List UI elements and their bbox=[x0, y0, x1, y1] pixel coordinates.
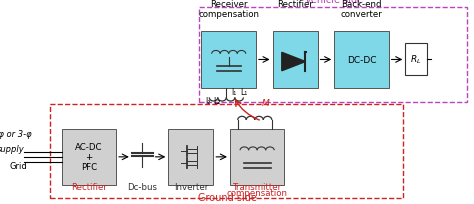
Text: Rectifier: Rectifier bbox=[277, 0, 313, 9]
Text: M: M bbox=[262, 98, 269, 107]
Text: Vehicle side: Vehicle side bbox=[305, 0, 363, 5]
Bar bbox=[50, 104, 403, 198]
Text: supply: supply bbox=[0, 144, 24, 153]
Text: L₁: L₁ bbox=[240, 88, 247, 97]
Text: converter: converter bbox=[340, 10, 383, 19]
Text: L₂: L₂ bbox=[213, 96, 221, 105]
Text: $R_L$: $R_L$ bbox=[410, 53, 422, 66]
Text: PFC: PFC bbox=[81, 163, 97, 172]
Bar bbox=[168, 130, 213, 185]
Bar bbox=[62, 130, 116, 185]
Polygon shape bbox=[282, 53, 305, 71]
Bar bbox=[334, 32, 389, 89]
Text: DC-DC: DC-DC bbox=[346, 56, 376, 65]
Text: 1-φ or 3-φ: 1-φ or 3-φ bbox=[0, 129, 31, 138]
Bar bbox=[405, 44, 427, 75]
Bar bbox=[201, 32, 256, 89]
Text: Receiver: Receiver bbox=[210, 0, 247, 9]
Text: I₂: I₂ bbox=[205, 96, 210, 105]
Bar bbox=[199, 8, 467, 102]
Text: compensation: compensation bbox=[198, 10, 259, 19]
Text: +: + bbox=[85, 153, 92, 162]
Text: Back-end: Back-end bbox=[341, 0, 382, 9]
Bar bbox=[273, 32, 318, 89]
Text: Ground side: Ground side bbox=[198, 192, 257, 202]
Text: Grid: Grid bbox=[9, 161, 27, 170]
Text: Inverter: Inverter bbox=[173, 182, 208, 191]
Text: Dc-bus: Dc-bus bbox=[127, 182, 157, 191]
Text: Rectifier: Rectifier bbox=[71, 182, 107, 191]
Text: AC-DC: AC-DC bbox=[75, 143, 103, 152]
Text: Transmitter: Transmitter bbox=[233, 182, 282, 191]
Text: I₁: I₁ bbox=[231, 88, 237, 97]
Text: compensation: compensation bbox=[227, 188, 288, 197]
Bar bbox=[230, 130, 284, 185]
